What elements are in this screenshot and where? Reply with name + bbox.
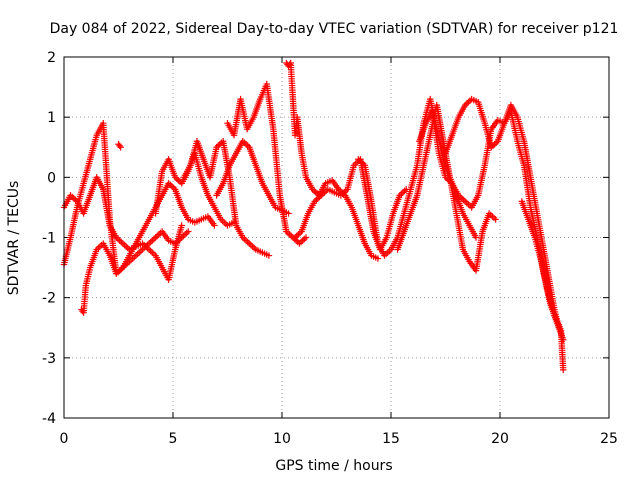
data-point [490,214,498,222]
data-point [461,198,469,205]
data-point [175,177,182,184]
data-point [145,246,153,253]
y-tick-label: 0 [47,170,56,186]
data-point [302,234,310,241]
data-point [211,222,218,229]
data-point [121,241,128,249]
data-point [286,61,293,68]
data-point [79,308,86,315]
data-point [183,229,190,237]
data-point [144,241,151,249]
data-point [145,240,153,247]
data-point [150,235,158,243]
data-point [244,238,251,246]
data-point [132,252,140,259]
data-point [249,243,256,250]
x-tick-label: 25 [600,431,618,447]
data-point [152,234,159,241]
data-point [173,238,181,246]
data-point [118,238,125,246]
data-point [491,141,498,148]
data-point [116,237,123,244]
data-point [147,238,154,246]
data-point [137,247,145,255]
data-point [374,255,382,262]
x-tick-label: 5 [169,431,178,447]
data-point [296,240,303,247]
data-point [285,210,292,217]
data-point [472,234,480,241]
data-point [286,231,293,238]
chart-title: Day 084 of 2022, Sidereal Day-to-day VTE… [50,21,619,37]
data-point [140,244,148,252]
data-point [153,232,161,240]
plot-frame [63,56,610,419]
y-axis-label: SDTVAR / TECUs [6,181,22,296]
data-point [168,183,176,190]
y-tick-label: -1 [42,231,56,247]
data-point [265,252,273,259]
data-point [116,267,123,274]
data-point [401,187,408,195]
data-point [155,231,163,238]
data-point [299,237,306,244]
data-point [312,189,319,196]
data-point [489,213,496,220]
data-point [122,243,130,250]
data-point [96,243,104,250]
data-point [560,366,567,374]
x-tick-label: 10 [273,431,291,447]
data-point [465,98,472,106]
data-point [149,249,156,256]
data-point [178,222,185,229]
data-point [247,241,255,249]
data-point [246,240,253,247]
data-point [463,199,470,207]
data-point [147,247,154,255]
data-point [119,240,127,247]
data-point [465,201,472,208]
data-point [142,243,149,250]
x-axis-label: GPS time / hours [275,458,392,474]
data-point [242,141,250,148]
data-point [301,235,308,243]
data-point [136,249,143,256]
data-point [131,253,138,261]
data-point [116,142,123,149]
data-point [288,232,295,240]
data-point [460,196,467,204]
y-tick-label: 1 [47,110,56,126]
y-tick-label: -3 [42,351,56,367]
data-point [399,189,407,196]
data-point [216,141,224,148]
data-point [242,237,250,244]
y-tick-label: 2 [47,50,56,66]
data-point [384,249,391,256]
data-point [149,237,156,244]
data-point [221,219,228,226]
data-point [295,231,302,238]
data-point [297,238,305,246]
data-point [185,228,192,235]
data-point [117,144,124,151]
x-tick-label: 0 [60,431,69,447]
y-tick-label: -2 [42,291,56,307]
data-point [492,216,499,223]
data-points [60,59,567,374]
y-tick-label: -4 [42,411,56,427]
data-point [134,250,141,258]
grid-layer [64,57,609,418]
x-tick-label: 15 [382,431,400,447]
x-tick-label: 20 [491,431,509,447]
